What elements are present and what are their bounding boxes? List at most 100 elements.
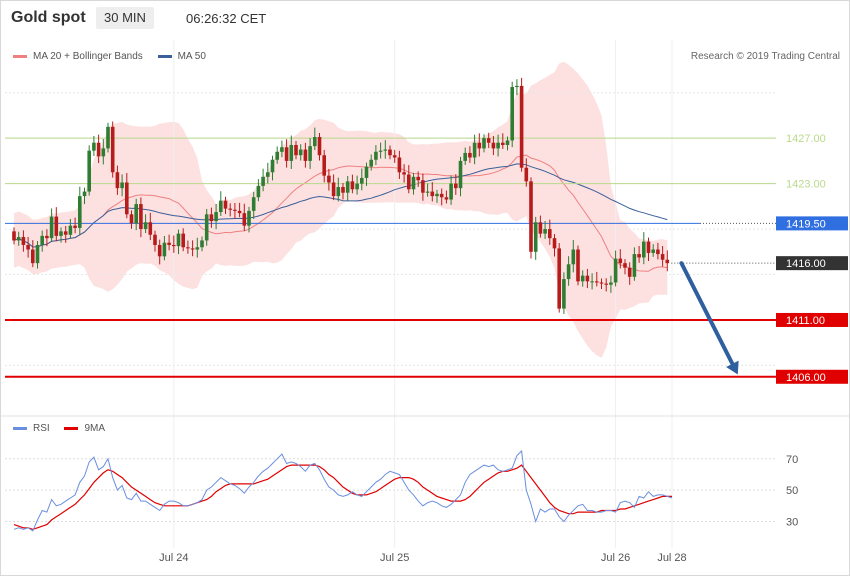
candle-body	[261, 176, 265, 186]
candle	[609, 275, 613, 293]
candle	[627, 262, 632, 285]
candle	[571, 240, 576, 273]
candle-body	[327, 175, 331, 183]
level-label-box-3	[776, 256, 848, 271]
candle-body	[388, 149, 392, 156]
candle	[590, 273, 594, 290]
candle-body	[139, 204, 143, 230]
candle-body	[501, 142, 505, 145]
candle-body	[331, 182, 336, 197]
candle-body	[110, 126, 115, 173]
candle	[181, 228, 185, 252]
candle-body	[237, 210, 242, 214]
candle-body	[284, 147, 289, 161]
rsi-ma-line	[13, 464, 672, 530]
candle-body	[360, 177, 364, 184]
candle-body	[355, 183, 359, 190]
level-label-5: 1406.00	[786, 372, 826, 384]
candle-body	[190, 248, 195, 250]
candle-body	[665, 259, 670, 264]
candle-body	[275, 151, 279, 160]
candle-body	[590, 281, 594, 283]
level-label-1: 1423.00	[786, 179, 826, 191]
candle-body	[78, 196, 82, 228]
candle	[209, 207, 214, 228]
candle-body	[148, 222, 153, 235]
candle	[92, 136, 96, 157]
candle	[496, 134, 500, 157]
candle-body	[298, 149, 303, 156]
candle-body	[454, 183, 458, 189]
rsi-line	[13, 449, 673, 532]
candle-body	[341, 187, 345, 193]
candle-body	[627, 267, 632, 277]
candle	[552, 234, 557, 257]
candle	[284, 139, 289, 168]
candle-body	[637, 254, 641, 258]
candle	[129, 210, 134, 229]
candle-body	[482, 138, 486, 149]
chart-header: Gold spot 30 MIN 06:26:32 CET	[0, 0, 850, 38]
candle	[374, 145, 378, 166]
candle	[336, 177, 341, 202]
candle	[566, 256, 571, 286]
candle	[416, 171, 420, 187]
candle	[355, 175, 359, 195]
candle	[73, 217, 77, 234]
candle-body	[613, 258, 618, 283]
candle-body	[336, 187, 341, 197]
candle-body	[463, 152, 467, 161]
candle-body	[599, 282, 604, 284]
candle	[646, 237, 651, 261]
candle	[580, 270, 585, 287]
candle	[327, 168, 331, 191]
candle-body	[397, 157, 402, 173]
candle-body	[40, 235, 44, 245]
rsi-tick-label-0: 30	[786, 516, 798, 528]
candle	[101, 138, 106, 165]
candle	[110, 121, 115, 178]
candle-body	[87, 150, 91, 192]
candle	[59, 227, 63, 243]
candle-body	[195, 247, 200, 250]
candle-body	[233, 209, 237, 211]
candle-body	[82, 191, 87, 197]
candle	[204, 208, 209, 246]
candle	[548, 219, 552, 245]
candle-body	[533, 222, 538, 252]
candles	[12, 77, 670, 314]
candle-body	[289, 144, 294, 161]
candle	[143, 214, 148, 234]
candle-body	[468, 152, 472, 158]
candle-body	[374, 151, 378, 160]
level-label-4: 1411.00	[786, 315, 825, 327]
candle	[256, 179, 261, 202]
candle-body	[449, 183, 453, 200]
level-label-2: 1419.50	[786, 218, 826, 230]
candle-body	[486, 138, 491, 143]
candle-body	[623, 263, 627, 268]
candle	[637, 245, 641, 263]
timeframe-badge[interactable]: 30 MIN	[96, 7, 154, 29]
candle	[228, 203, 232, 217]
candle	[16, 231, 21, 246]
candle	[96, 134, 101, 164]
level-label-0: 1427.00	[786, 133, 826, 145]
candle	[87, 145, 91, 196]
candle	[322, 149, 326, 183]
candle-body	[580, 275, 585, 282]
candle-body	[491, 142, 496, 149]
candle	[486, 132, 491, 149]
candle	[190, 240, 195, 257]
candle	[378, 142, 383, 159]
candle	[40, 230, 44, 252]
candle	[134, 198, 138, 231]
candle-body	[120, 182, 124, 189]
candle	[557, 243, 561, 313]
candle	[289, 135, 294, 169]
candle-body	[557, 248, 561, 309]
candle-body	[96, 142, 101, 157]
legend-swatch-ma20	[13, 54, 27, 58]
legend-label-rsi-ma: 9MA	[84, 423, 106, 434]
